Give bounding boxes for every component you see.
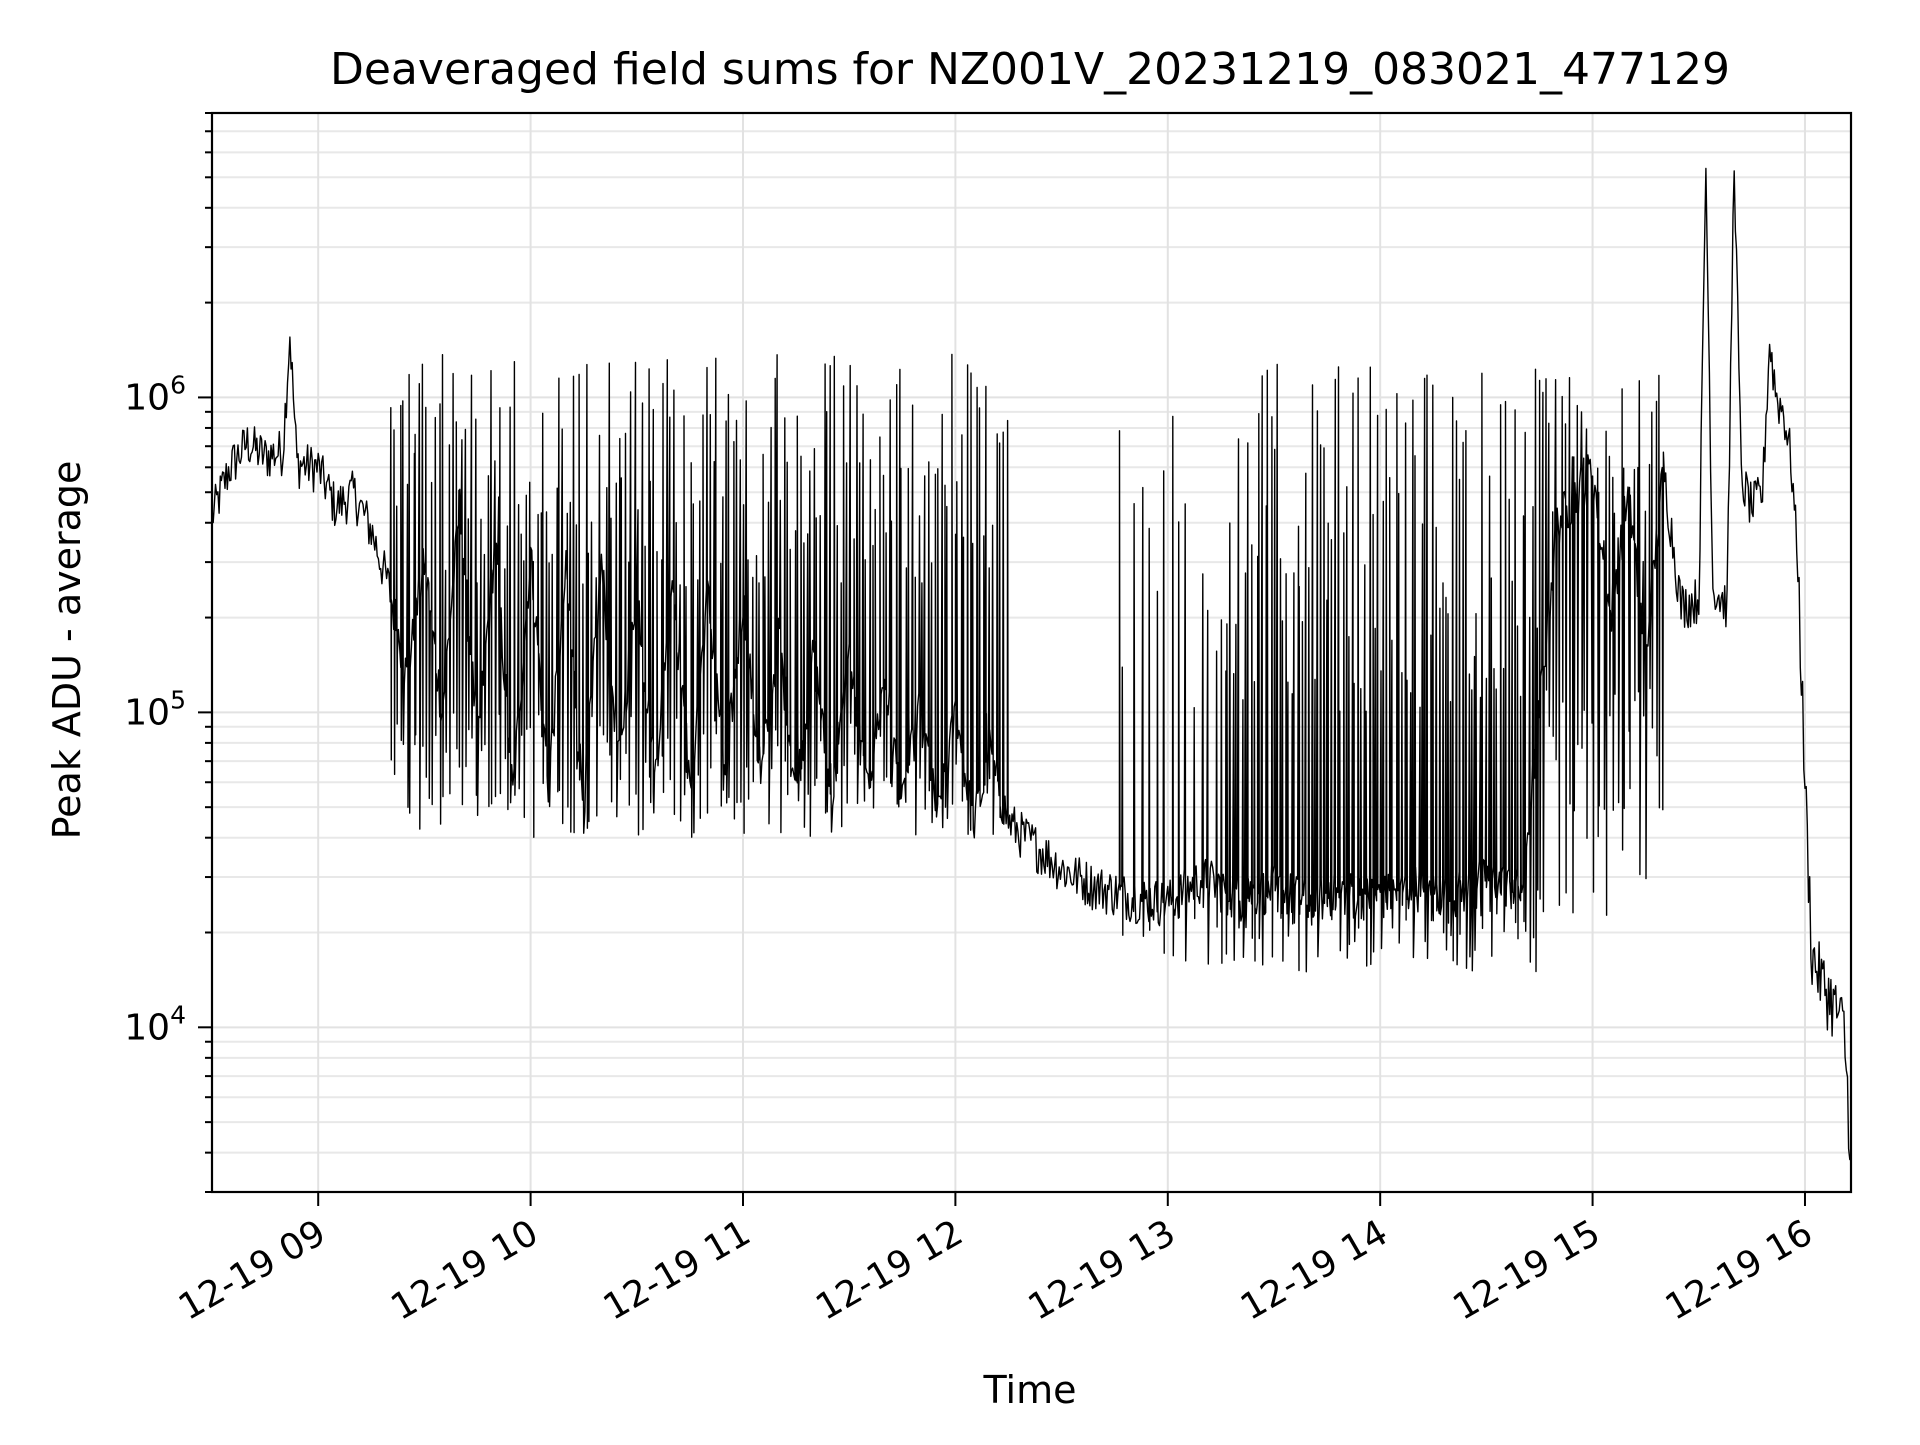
chart-title: Deaveraged field sums for NZ001V_2023121… [330, 44, 1730, 95]
y-tick-label: 105 [124, 685, 186, 733]
series-layer [211, 167, 1852, 1161]
x-tick-label: 12-19 14 [1234, 1212, 1395, 1328]
x-tick-label: 12-19 09 [172, 1212, 333, 1328]
series-line [211, 167, 1852, 1161]
x-tick-label: 12-19 13 [1022, 1212, 1183, 1328]
y-axis-label: Peak ADU - average [45, 461, 89, 840]
x-tick-label: 12-19 10 [384, 1212, 545, 1328]
y-tick-label: 106 [124, 370, 186, 418]
y-tick-label: 104 [124, 1000, 186, 1048]
x-tick-label: 12-19 11 [597, 1212, 758, 1328]
plot-frame [210, 111, 1853, 1194]
x-tick-label: 12-19 16 [1659, 1212, 1820, 1328]
x-axis-label: Time [983, 1368, 1077, 1412]
x-tick-label: 12-19 15 [1446, 1212, 1607, 1328]
x-tick-label: 12-19 12 [809, 1212, 970, 1328]
